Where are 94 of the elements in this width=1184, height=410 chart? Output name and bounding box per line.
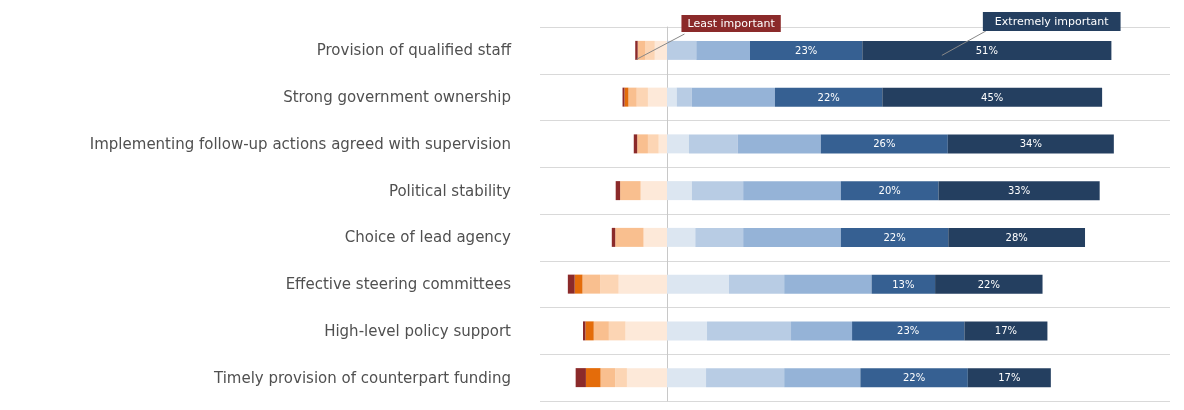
bar — [637, 134, 648, 154]
data-label: 17% — [998, 372, 1021, 384]
bar — [706, 368, 785, 388]
bar — [615, 181, 621, 201]
bar — [688, 134, 738, 154]
bar — [784, 368, 861, 388]
bar — [647, 87, 667, 107]
bar — [967, 368, 1051, 388]
data-label: 17% — [994, 325, 1018, 337]
bar — [636, 87, 648, 107]
bar — [624, 87, 629, 107]
bar — [882, 87, 1103, 107]
bar — [729, 274, 785, 294]
bar — [935, 274, 1043, 294]
data-label: 23% — [795, 44, 818, 56]
bar — [696, 40, 750, 60]
bar — [840, 227, 949, 247]
bar — [964, 321, 1048, 341]
y-tick-label: Choice of lead agency — [344, 228, 512, 247]
bar — [791, 321, 853, 341]
bar — [658, 134, 667, 154]
y-tick-label: Implementing follow-up actions agreed with supervision — [89, 134, 511, 153]
bar — [707, 321, 792, 341]
bar — [567, 274, 575, 294]
bar — [666, 40, 697, 60]
bar — [666, 134, 689, 154]
bar — [666, 181, 692, 201]
bar — [640, 181, 667, 201]
bar — [784, 274, 872, 294]
text: Least important — [687, 17, 776, 30]
bar — [676, 87, 692, 107]
bar — [695, 227, 744, 247]
bar — [666, 321, 708, 341]
data-label: 20% — [878, 185, 901, 197]
data-label: 45% — [981, 91, 1004, 103]
bar — [600, 368, 616, 388]
data-label: 34% — [1019, 138, 1042, 150]
bar — [852, 321, 965, 341]
bar — [628, 87, 637, 107]
bar — [666, 274, 729, 294]
bar — [600, 274, 619, 294]
bar — [820, 134, 948, 154]
bar — [666, 227, 696, 247]
bar — [618, 274, 667, 294]
bar — [743, 181, 841, 201]
series-label: Extremely important — [994, 15, 1110, 28]
data-label: 28% — [1005, 231, 1028, 243]
y-tick-label: Provision of qualified staff — [316, 41, 512, 60]
bar — [774, 87, 883, 107]
data-label: 22% — [977, 278, 1000, 290]
y-tick-label: Political stability — [388, 181, 512, 200]
bar — [948, 227, 1086, 247]
bar — [620, 181, 641, 201]
bar — [871, 274, 936, 294]
bar — [737, 134, 821, 154]
bar — [574, 274, 583, 294]
bar — [593, 321, 609, 341]
bar — [691, 181, 744, 201]
bar — [666, 368, 707, 388]
data-label: 22% — [817, 91, 840, 103]
bar — [582, 274, 601, 294]
bar — [615, 227, 644, 247]
bar — [635, 40, 638, 60]
data-label: 26% — [873, 138, 896, 150]
bar — [743, 227, 841, 247]
data-label: 51% — [975, 44, 998, 56]
bar — [947, 134, 1114, 154]
bar — [575, 368, 586, 388]
bar — [585, 321, 594, 341]
data-label: 23% — [897, 325, 920, 337]
bar — [750, 40, 863, 60]
bar — [666, 87, 677, 107]
data-label: 22% — [883, 231, 906, 243]
bar — [647, 134, 659, 154]
bar — [608, 321, 626, 341]
bar — [840, 181, 939, 201]
data-label: 22% — [902, 372, 926, 384]
data-label: 13% — [892, 278, 915, 290]
bar — [691, 87, 775, 107]
bar — [643, 227, 667, 247]
data-label: 33% — [1007, 185, 1031, 197]
bar — [938, 181, 1100, 201]
bar — [860, 368, 968, 388]
bar — [626, 368, 667, 388]
bar — [615, 368, 627, 388]
y-tick-label: Effective steering committees — [285, 275, 512, 294]
bar — [645, 40, 655, 60]
bar — [862, 40, 1112, 60]
bar — [585, 368, 601, 388]
y-tick-label: Timely provision of counterpart funding — [212, 368, 511, 387]
bar — [625, 321, 667, 341]
y-tick-label: Strong government ownership — [283, 88, 511, 107]
bar — [654, 40, 667, 60]
y-tick-label: High-level policy support — [324, 321, 512, 340]
